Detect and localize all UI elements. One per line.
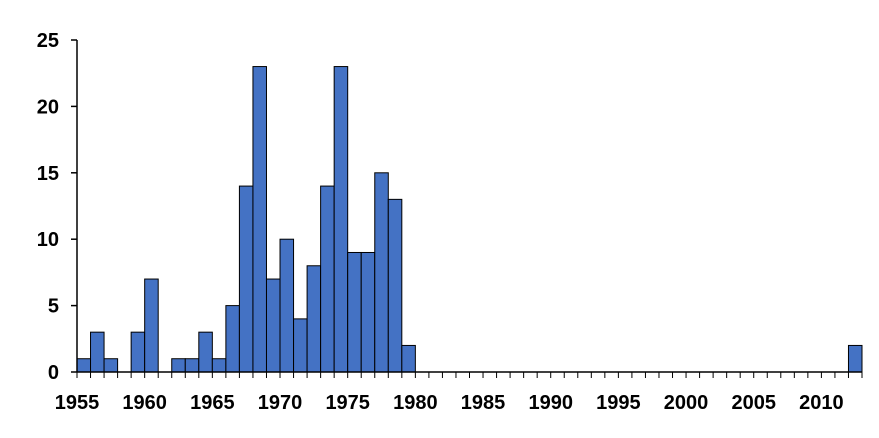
bar-1955 xyxy=(76,358,92,373)
x-tick-label: 1985 xyxy=(461,392,506,414)
y-tick-label: 20 xyxy=(37,96,59,118)
y-tick-label: 15 xyxy=(37,163,59,185)
bar-1962 xyxy=(171,358,186,373)
y-tick-label: 5 xyxy=(48,296,59,318)
bar-1977 xyxy=(374,172,389,373)
x-tick-label: 1955 xyxy=(55,392,100,414)
bar-1969 xyxy=(265,278,281,373)
bar-1976 xyxy=(360,251,376,373)
bar-1974 xyxy=(333,66,349,373)
bar-1970 xyxy=(279,238,295,373)
x-tick-label: 1990 xyxy=(528,392,573,414)
x-tick-label: 2010 xyxy=(799,392,844,414)
bar-1967 xyxy=(238,185,254,373)
bar-1971 xyxy=(293,318,308,373)
x-tick-label: 1995 xyxy=(596,392,641,414)
bar-1956 xyxy=(90,331,105,373)
y-tick-label: 0 xyxy=(48,362,59,384)
bar-1973 xyxy=(320,185,335,373)
x-tick-label: 2000 xyxy=(664,392,709,414)
x-tick-label: 1960 xyxy=(122,392,167,414)
bar-1964 xyxy=(198,331,213,373)
bars-group xyxy=(76,66,863,373)
bar-1975 xyxy=(347,251,362,373)
x-axis-labels: 1955 1960 1965 1970 1975 1980 1985 1990 1995 2000… xyxy=(55,392,844,414)
bar-1959 xyxy=(130,331,146,373)
bar-1972 xyxy=(306,265,322,373)
x-tick-label: 1980 xyxy=(393,392,438,414)
bar-1966 xyxy=(225,305,240,373)
x-axis-ticks xyxy=(76,372,863,378)
bar-1978 xyxy=(387,198,403,373)
y-tick-label: 25 xyxy=(37,30,59,52)
bar-1960 xyxy=(144,278,159,373)
bar-1979 xyxy=(401,344,416,373)
y-axis-ticks xyxy=(71,39,77,373)
bar-1965 xyxy=(211,358,227,373)
bar-1963 xyxy=(184,358,200,373)
bar-1957 xyxy=(103,358,119,373)
bar-1968 xyxy=(252,66,267,373)
x-tick-label: 2005 xyxy=(731,392,776,414)
y-tick-label: 10 xyxy=(37,229,59,251)
x-tick-label: 1965 xyxy=(190,392,235,414)
x-tick-label: 1975 xyxy=(325,392,370,414)
bar-2012 xyxy=(847,344,863,373)
y-axis-labels: 0 5 10 15 20 25 xyxy=(37,30,59,384)
x-tick-label: 1970 xyxy=(258,392,303,414)
